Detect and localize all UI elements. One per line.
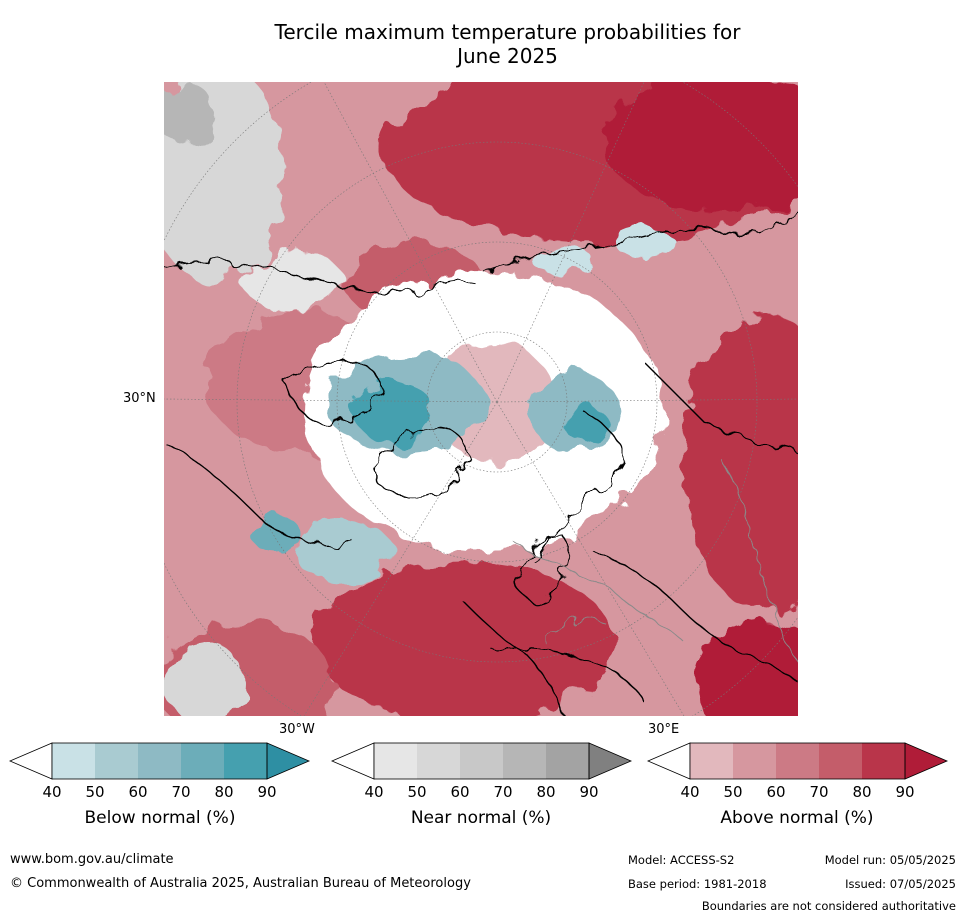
cbar-below-tick: 50 bbox=[85, 783, 105, 801]
cbar-near-tick: 40 bbox=[364, 783, 384, 801]
cbar-below-tick: 40 bbox=[42, 783, 62, 801]
cbar-below-tick: 90 bbox=[257, 783, 277, 801]
cbar-near-tick: 70 bbox=[493, 783, 513, 801]
lat-label-30n: 30°N bbox=[123, 391, 156, 406]
lon-label-30e: 30°E bbox=[648, 722, 680, 737]
cbar-above-segment bbox=[819, 743, 862, 779]
colorbar-near-normal bbox=[330, 742, 633, 780]
cbar-near-segment bbox=[374, 743, 417, 779]
cbar-below-arrow-low bbox=[8, 742, 53, 780]
cbar-below-segment bbox=[224, 743, 267, 779]
colorbar-above-title: Above normal (%) bbox=[720, 808, 874, 828]
cbar-above-tick: 70 bbox=[809, 783, 829, 801]
cbar-above-segment bbox=[733, 743, 776, 779]
cbar-above-segment bbox=[862, 743, 905, 779]
colorbar-below-normal bbox=[8, 742, 311, 780]
probability-map bbox=[164, 82, 798, 716]
coastlines bbox=[164, 211, 798, 716]
cbar-near-tick: 80 bbox=[536, 783, 556, 801]
cbar-near-segment bbox=[460, 743, 503, 779]
cbar-above-segment bbox=[776, 743, 819, 779]
footer-model: Model: ACCESS-S2 bbox=[628, 853, 735, 867]
cbar-near-tick: 60 bbox=[450, 783, 470, 801]
cbar-near-tick: 90 bbox=[579, 783, 599, 801]
cbar-below-tick: 70 bbox=[171, 783, 191, 801]
cbar-below-segment bbox=[181, 743, 224, 779]
colorbar-near-title: Near normal (%) bbox=[410, 808, 552, 828]
footer-model-run: Model run: 05/05/2025 bbox=[824, 853, 956, 867]
colorbar-near-graphic bbox=[330, 742, 633, 780]
cbar-near-frame bbox=[373, 742, 590, 780]
cbar-near-segment bbox=[417, 743, 460, 779]
cbar-near-arrow-low bbox=[330, 742, 375, 780]
cbar-above-tick: 40 bbox=[680, 783, 700, 801]
colorbar-above-normal bbox=[646, 742, 949, 780]
cbar-below-segment bbox=[138, 743, 181, 779]
footer-copyright: © Commonwealth of Australia 2025, Austra… bbox=[10, 876, 471, 891]
cbar-above-frame bbox=[689, 742, 906, 780]
cbar-near-segment bbox=[546, 743, 589, 779]
cbar-below-segment bbox=[95, 743, 138, 779]
graticule bbox=[164, 82, 798, 716]
cbar-near-arrow-high bbox=[588, 742, 633, 780]
cbar-below-arrow-high bbox=[266, 742, 311, 780]
title-line-1: Tercile maximum temperature probabilitie… bbox=[274, 20, 741, 44]
cbar-above-segment bbox=[690, 743, 733, 779]
cbar-above-tick: 60 bbox=[766, 783, 786, 801]
cbar-below-segment bbox=[52, 743, 95, 779]
country-borders bbox=[513, 461, 798, 663]
footer-disclaimer: Boundaries are not considered authoritat… bbox=[701, 899, 956, 913]
cbar-near-tick: 50 bbox=[407, 783, 427, 801]
title-line-2: June 2025 bbox=[457, 44, 558, 68]
colorbar-above-graphic bbox=[646, 742, 949, 780]
footer-base-period: Base period: 1981-2018 bbox=[628, 877, 767, 891]
cbar-above-tick: 90 bbox=[895, 783, 915, 801]
colorbar-below-graphic bbox=[8, 742, 311, 780]
footer-url: www.bom.gov.au/climate bbox=[10, 852, 174, 867]
cbar-above-tick: 50 bbox=[723, 783, 743, 801]
footer-issued: Issued: 07/05/2025 bbox=[845, 877, 956, 891]
cbar-below-tick: 60 bbox=[128, 783, 148, 801]
cbar-above-arrow-high bbox=[904, 742, 949, 780]
cbar-below-frame bbox=[51, 742, 268, 780]
colorbar-below-title: Below normal (%) bbox=[84, 808, 236, 828]
cbar-below-tick: 80 bbox=[214, 783, 234, 801]
probability-field bbox=[164, 82, 798, 716]
cbar-above-tick: 80 bbox=[852, 783, 872, 801]
cbar-near-segment bbox=[503, 743, 546, 779]
lon-label-30w: 30°W bbox=[279, 722, 315, 737]
map-graphic bbox=[164, 82, 798, 716]
map-title: Tercile maximum temperature probabilitie… bbox=[0, 20, 965, 68]
cbar-above-arrow-low bbox=[646, 742, 691, 780]
